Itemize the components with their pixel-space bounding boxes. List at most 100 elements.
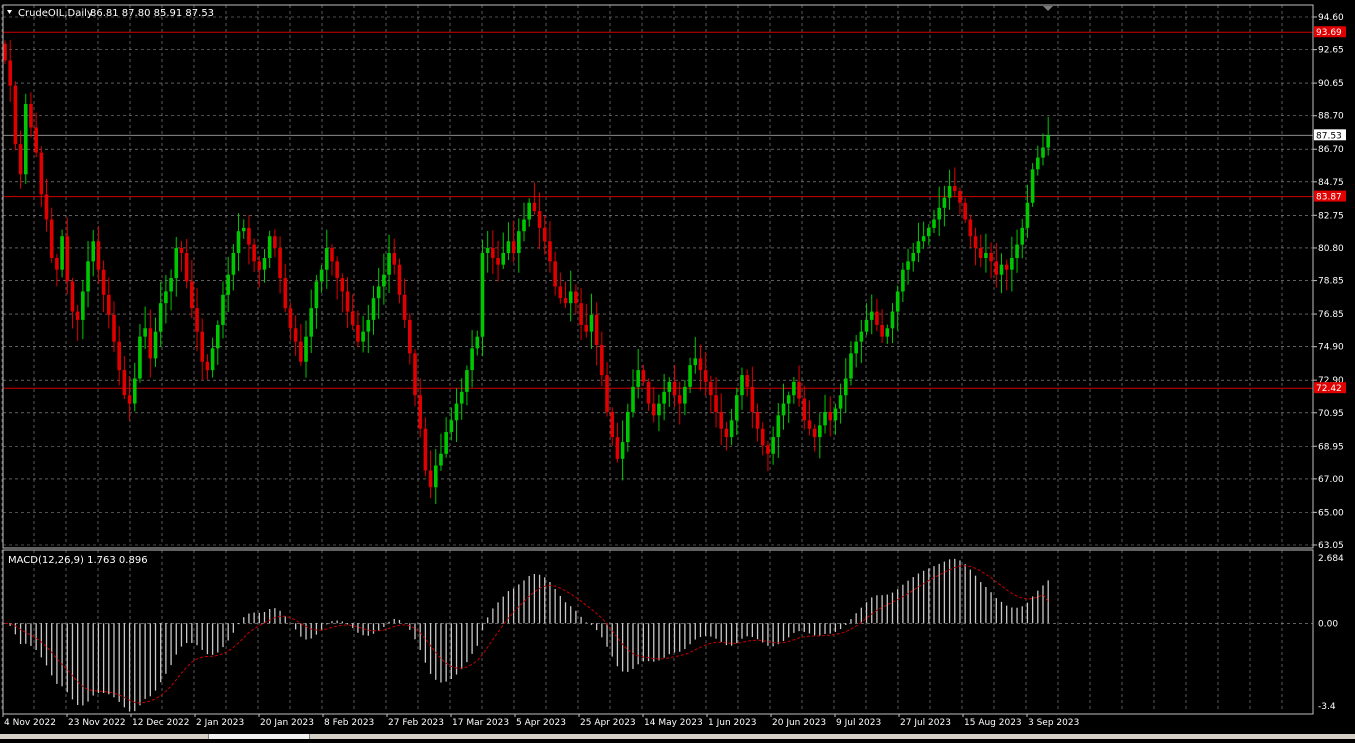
price-tick-label: 65.00	[1318, 508, 1344, 518]
candle-body	[257, 261, 262, 270]
candle-body	[989, 252, 993, 262]
candle-body	[143, 328, 147, 337]
candle-body	[215, 324, 220, 349]
candle-body	[138, 336, 142, 379]
candle-body	[387, 252, 391, 275]
candle-body	[356, 324, 360, 342]
collapse-arrow-icon[interactable]	[7, 10, 12, 14]
candle-body	[345, 291, 350, 312]
candle-body	[828, 411, 833, 421]
candle-body	[859, 331, 864, 342]
candle-body	[999, 264, 1004, 275]
candle-body	[978, 247, 983, 258]
candle-body	[491, 247, 495, 258]
candle-body	[459, 391, 464, 404]
candle-body	[423, 428, 428, 471]
candle-body	[548, 241, 552, 262]
candle-body	[449, 420, 454, 433]
candle-body	[760, 428, 765, 446]
candle-body	[366, 319, 371, 332]
candle-body	[132, 378, 137, 404]
level-label-box	[1314, 382, 1346, 394]
candle-body	[475, 336, 480, 349]
candle-body	[579, 303, 583, 325]
candle-body	[973, 236, 978, 248]
candle-body	[179, 247, 184, 253]
candle-body	[958, 191, 962, 203]
current-price-label: 87.53	[1316, 131, 1342, 141]
candle-body	[350, 311, 355, 325]
candle-body	[823, 411, 827, 426]
candle-body	[236, 231, 241, 253]
candle-body	[65, 236, 70, 282]
price-tick-label: 67.00	[1318, 475, 1344, 485]
candle-body	[942, 197, 947, 208]
price-tick-label: 74.90	[1318, 343, 1344, 353]
date-label: 12 Dec 2022	[132, 718, 190, 728]
candle-body	[1030, 169, 1035, 203]
candle-body	[984, 252, 988, 258]
candle-body	[901, 269, 905, 292]
candle-body	[869, 311, 874, 320]
main-pane-border	[2, 4, 1314, 549]
candle-body	[1020, 227, 1025, 245]
candle-body	[8, 60, 12, 86]
ohlc-values: 86.81 87.80 85.91 87.53	[90, 8, 214, 19]
candle-body	[672, 381, 677, 396]
candle-body	[833, 408, 838, 421]
candle-body	[921, 236, 926, 242]
candle-body	[781, 403, 786, 416]
candle-body	[221, 294, 225, 325]
candle-body	[563, 298, 568, 304]
candle-body	[584, 324, 589, 332]
candle-body	[86, 261, 90, 292]
candle-body	[641, 370, 646, 382]
candle-body	[117, 341, 121, 371]
candle-body	[23, 104, 28, 175]
chart-tab[interactable]	[208, 734, 310, 739]
scroll-marker-icon[interactable]	[1043, 6, 1053, 11]
candle-body	[994, 261, 999, 275]
candle-body	[81, 291, 85, 320]
candle-body	[740, 375, 744, 396]
date-label: 23 Nov 2022	[68, 718, 126, 728]
candle-body	[574, 291, 578, 304]
price-tick-label: 92.65	[1318, 46, 1344, 56]
candle-body	[210, 348, 215, 371]
grid	[1, 5, 1313, 712]
candle-body	[963, 202, 967, 220]
candle-body	[729, 420, 734, 438]
chart-header: CrudeOIL,Daily 86.81 87.80 85.91 87.53	[7, 8, 214, 19]
candle-body	[44, 194, 49, 220]
candle-body	[838, 395, 843, 409]
candle-body	[766, 445, 770, 454]
candle-body	[709, 381, 713, 396]
candle-body	[734, 395, 739, 421]
price-tick-label: 80.80	[1318, 244, 1344, 254]
bottom-tab-strip	[0, 734, 1355, 739]
candle-body	[932, 219, 936, 228]
price-tick-label: 84.75	[1318, 178, 1344, 188]
candle-body	[470, 348, 474, 371]
candle-body	[324, 247, 329, 270]
candle-body	[496, 257, 500, 265]
candle-body	[807, 420, 812, 429]
candle-body	[818, 425, 822, 438]
date-label: 14 May 2023	[644, 718, 703, 728]
candle-body	[480, 252, 485, 337]
candle-body	[376, 286, 381, 299]
candle-body	[662, 391, 666, 404]
support-resistance-levels	[3, 31, 1313, 389]
candle-body	[335, 261, 339, 279]
candle-body	[511, 241, 516, 253]
chart-frame	[2, 4, 1314, 715]
macd-tick-label: -3.4	[1318, 702, 1336, 712]
symbol-title: CrudeOIL,Daily	[18, 8, 93, 19]
candle-body	[812, 428, 817, 438]
date-label: 20 Jun 2023	[772, 718, 826, 728]
candle-body	[34, 127, 38, 153]
candle-body	[433, 465, 438, 488]
candle-body	[392, 252, 397, 265]
